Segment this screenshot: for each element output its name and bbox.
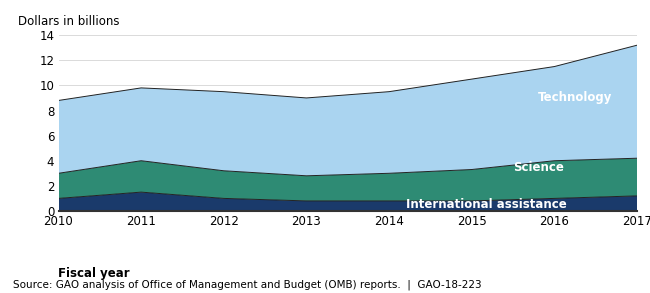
Text: Science: Science [513, 161, 564, 173]
Text: Fiscal year: Fiscal year [58, 267, 130, 280]
Text: Technology: Technology [538, 91, 612, 104]
Text: International assistance: International assistance [406, 198, 566, 211]
Text: Dollars in billions: Dollars in billions [18, 15, 120, 28]
Text: Source: GAO analysis of Office of Management and Budget (OMB) reports.  |  GAO-1: Source: GAO analysis of Office of Manage… [13, 280, 482, 290]
